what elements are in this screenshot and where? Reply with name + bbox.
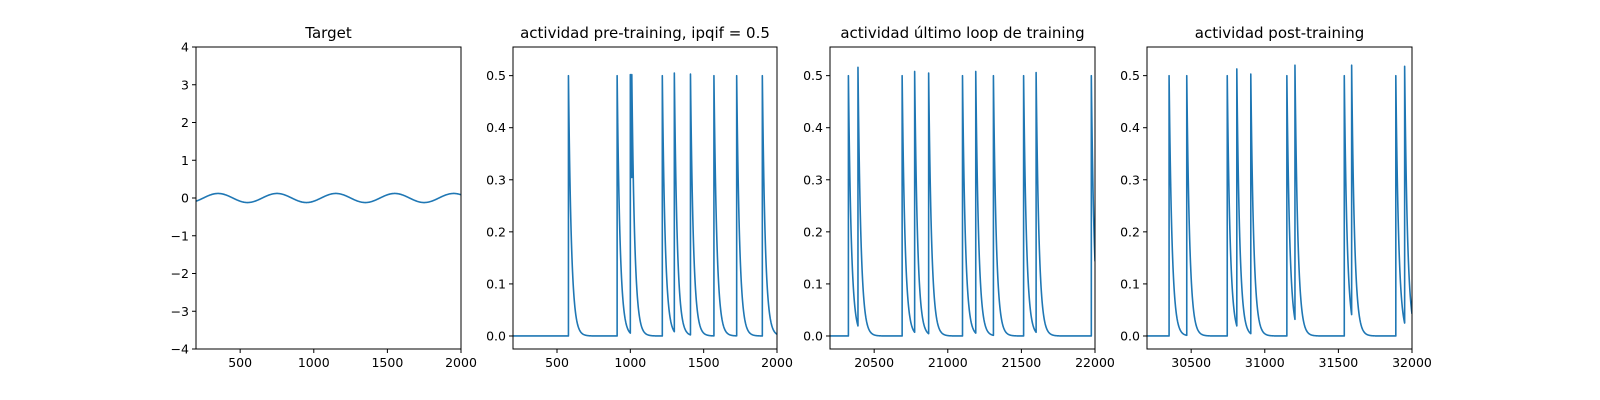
series-line-target	[196, 192, 461, 204]
axes-post-training: actividad post-training 30500 31000 31500 3…	[1120, 24, 1432, 370]
series-line-last-training-loop	[830, 66, 1095, 337]
x-tick-label: 500	[228, 355, 252, 370]
y-tick-label: 0.5	[486, 68, 506, 83]
x-tick-label: 2000	[445, 355, 477, 370]
x-tick-label: 31000	[1245, 355, 1285, 370]
y-tick-label: 0.4	[486, 120, 506, 135]
y-tick-label: 0.2	[803, 224, 823, 239]
y-tick-label: 0.1	[486, 276, 506, 291]
y-tick-label: 0.1	[803, 276, 823, 291]
y-tick-label: 0.5	[1120, 68, 1140, 83]
axes-frame-last-training-loop	[829, 46, 1096, 350]
x-tick-label: 20500	[854, 355, 894, 370]
x-tick-label: 1000	[298, 355, 330, 370]
axes-frame-target	[195, 46, 462, 350]
x-tick-label: 22000	[1075, 355, 1115, 370]
subplot-title-pre-training: actividad pre-training, ipqif = 0.5	[520, 24, 770, 42]
y-tick-label: 0.3	[486, 172, 506, 187]
axes-frame-post-training	[1146, 46, 1413, 350]
x-tick-label: 32000	[1392, 355, 1432, 370]
subplot-title-post-training: actividad post-training	[1195, 24, 1364, 42]
x-tick-label: 21500	[1002, 355, 1042, 370]
x-tick-label: 30500	[1171, 355, 1211, 370]
y-tick-label: 0.0	[486, 328, 506, 343]
axes-frame-pre-training	[512, 46, 778, 350]
y-tick-label: 2	[181, 115, 189, 130]
y-tick-label: 0.5	[803, 68, 823, 83]
y-tick-label: 0.0	[803, 328, 823, 343]
y-tick-label: 0.3	[1120, 172, 1140, 187]
x-tick-label: 1500	[688, 355, 720, 370]
y-tick-label: 1	[181, 153, 189, 168]
y-tick-label: 0.3	[803, 172, 823, 187]
x-tick-label: 31500	[1319, 355, 1359, 370]
x-tick-label: 1500	[371, 355, 403, 370]
subplot-title-last-training-loop: actividad último loop de training	[840, 24, 1084, 42]
y-tick-label: −4	[171, 342, 189, 357]
x-tick-label: 1000	[614, 355, 646, 370]
x-tick-label: 21000	[928, 355, 968, 370]
y-tick-label: 3	[181, 77, 189, 92]
x-tick-label: 2000	[761, 355, 793, 370]
x-tick-label: 500	[545, 355, 569, 370]
axes-pre-training: actividad pre-training, ipqif = 0.5 500 1…	[486, 24, 793, 370]
y-tick-label: 0.1	[1120, 276, 1140, 291]
y-tick-label: 0.2	[1120, 224, 1140, 239]
axes-last-training-loop: actividad último loop de training 20500 2…	[803, 24, 1115, 370]
y-tick-label: −3	[171, 304, 189, 319]
y-tick-label: 0.2	[486, 224, 506, 239]
y-tick-label: 4	[181, 40, 189, 55]
series-line-pre-training	[513, 72, 777, 337]
subplot-title-target: Target	[304, 24, 352, 42]
series-line-post-training	[1147, 64, 1412, 337]
axes-target: Target 500 1000 1500 2000 −4 −3 −2 −1 0 1 2 3 4	[171, 24, 477, 370]
y-tick-label: 0.0	[1120, 328, 1140, 343]
y-tick-label: −1	[171, 228, 189, 243]
y-tick-label: −2	[171, 266, 189, 281]
y-tick-label: 0	[181, 191, 189, 206]
y-tick-label: 0.4	[803, 120, 823, 135]
y-tick-label: 0.4	[1120, 120, 1140, 135]
